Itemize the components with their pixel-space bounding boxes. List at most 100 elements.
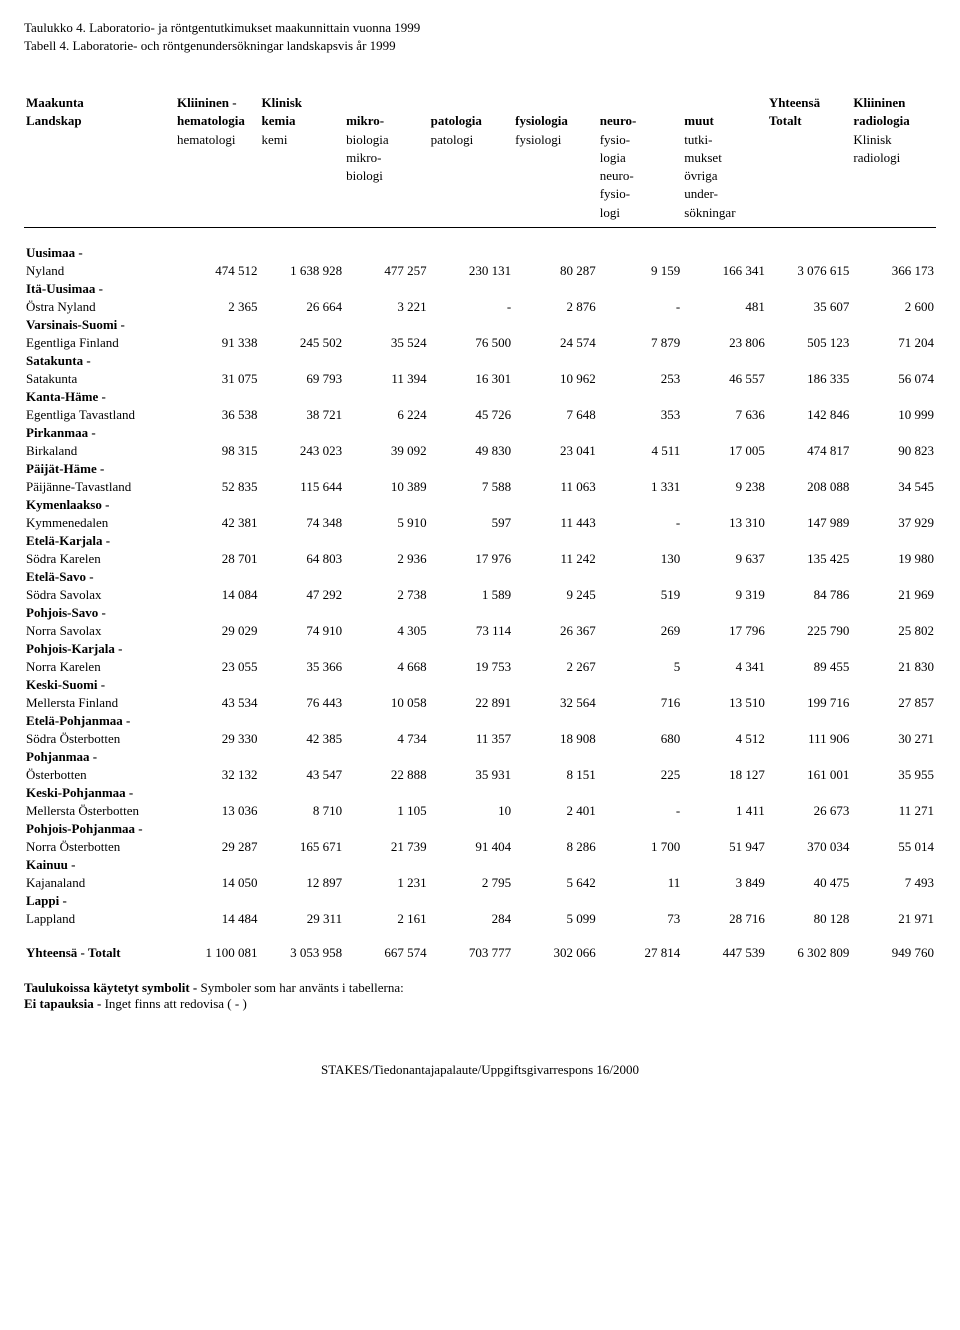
total-cell: 1 100 081: [175, 944, 260, 962]
data-cell: 4 512: [682, 730, 767, 748]
region-name: Lappland: [24, 910, 175, 928]
data-cell: 2 600: [851, 298, 936, 316]
header-cell: neuro-: [598, 167, 683, 185]
data-cell: 481: [682, 298, 767, 316]
data-cell: 76 500: [429, 334, 514, 352]
header-cell: sökningar: [682, 204, 767, 228]
region-group: Etelä-Savo -: [24, 568, 175, 586]
data-cell: 366 173: [851, 262, 936, 280]
header-cell: [513, 167, 598, 185]
region-group: Pohjois-Savo -: [24, 604, 175, 622]
table-row: Satakunta31 07569 79311 39416 30110 9622…: [24, 370, 936, 388]
region-group: Pohjanmaa -: [24, 748, 175, 766]
table-row: Österbotten32 13243 54722 88835 9318 151…: [24, 766, 936, 784]
region-name: Päijänne-Tavastland: [24, 478, 175, 496]
header-cell: logi: [598, 204, 683, 228]
data-cell: 28 701: [175, 550, 260, 568]
region-group: Pirkanmaa -: [24, 424, 175, 442]
data-cell: 1 105: [344, 802, 429, 820]
footnote-block: Taulukoissa käytetyt symbolit - Symboler…: [24, 980, 936, 1012]
region-name: Södra Österbotten: [24, 730, 175, 748]
data-cell: 18 908: [513, 730, 598, 748]
data-cell: 21 971: [851, 910, 936, 928]
table-row: Päijänne-Tavastland52 835115 64410 3897 …: [24, 478, 936, 496]
data-cell: 7 636: [682, 406, 767, 424]
region-name: Östra Nyland: [24, 298, 175, 316]
data-cell: 26 673: [767, 802, 852, 820]
data-cell: 680: [598, 730, 683, 748]
header-cell: Klinisk: [851, 131, 936, 149]
region-name: Birkaland: [24, 442, 175, 460]
total-cell: 27 814: [598, 944, 683, 962]
data-cell: 45 726: [429, 406, 514, 424]
data-cell: 10 389: [344, 478, 429, 496]
header-cell: Kliininen -: [175, 94, 260, 112]
data-cell: 52 835: [175, 478, 260, 496]
region-name: Nyland: [24, 262, 175, 280]
data-cell: 43 547: [260, 766, 345, 784]
header-cell: hematologi: [175, 131, 260, 149]
data-cell: 74 910: [260, 622, 345, 640]
header-cell: [344, 204, 429, 228]
data-cell: 477 257: [344, 262, 429, 280]
data-cell: 2 161: [344, 910, 429, 928]
data-cell: 142 846: [767, 406, 852, 424]
header-rowlabel: [24, 167, 175, 185]
table-row: Egentliga Finland91 338245 50235 52476 5…: [24, 334, 936, 352]
data-cell: 32 132: [175, 766, 260, 784]
region-name: Egentliga Finland: [24, 334, 175, 352]
region-name: Satakunta: [24, 370, 175, 388]
data-cell: -: [598, 298, 683, 316]
data-cell: 2 795: [429, 874, 514, 892]
data-cell: 3 849: [682, 874, 767, 892]
data-cell: 42 381: [175, 514, 260, 532]
data-cell: 14 084: [175, 586, 260, 604]
header-cell: [429, 167, 514, 185]
data-cell: 208 088: [767, 478, 852, 496]
header-rowlabel: [24, 204, 175, 228]
data-cell: 37 929: [851, 514, 936, 532]
header-cell: [429, 185, 514, 203]
data-cell: 17 005: [682, 442, 767, 460]
header-cell: logia: [598, 149, 683, 167]
data-cell: 161 001: [767, 766, 852, 784]
data-cell: 25 802: [851, 622, 936, 640]
region-name: Norra Karelen: [24, 658, 175, 676]
data-cell: 29 029: [175, 622, 260, 640]
data-cell: 5 099: [513, 910, 598, 928]
data-cell: 225: [598, 766, 683, 784]
header-cell: [767, 185, 852, 203]
table-row: Lappland14 48429 3112 1612845 0997328 71…: [24, 910, 936, 928]
table-subtitle: Tabell 4. Laboratorie- och röntgenunders…: [24, 38, 936, 54]
data-table: MaakuntaKliininen -KliniskYhteensäKliini…: [24, 94, 936, 962]
data-cell: 32 564: [513, 694, 598, 712]
data-cell: 19 980: [851, 550, 936, 568]
header-cell: [682, 94, 767, 112]
table-row: Egentliga Tavastland36 53838 7216 22445 …: [24, 406, 936, 424]
data-cell: 51 947: [682, 838, 767, 856]
region-name: Mellersta Finland: [24, 694, 175, 712]
total-cell: 949 760: [851, 944, 936, 962]
data-cell: 2 401: [513, 802, 598, 820]
header-cell: [344, 94, 429, 112]
header-cell: hematologia: [175, 112, 260, 130]
data-cell: 23 041: [513, 442, 598, 460]
data-cell: 21 969: [851, 586, 936, 604]
region-name: Kajanaland: [24, 874, 175, 892]
data-cell: 19 753: [429, 658, 514, 676]
data-cell: 69 793: [260, 370, 345, 388]
table-row: Mellersta Österbotten13 0368 7101 105102…: [24, 802, 936, 820]
region-group: Lappi -: [24, 892, 175, 910]
data-cell: 165 671: [260, 838, 345, 856]
data-cell: 14 484: [175, 910, 260, 928]
region-name: Kymmenedalen: [24, 514, 175, 532]
data-cell: 1 589: [429, 586, 514, 604]
header-cell: [260, 204, 345, 228]
header-cell: fysio-: [598, 131, 683, 149]
data-cell: 73: [598, 910, 683, 928]
data-cell: 5 642: [513, 874, 598, 892]
region-group: Keski-Suomi -: [24, 676, 175, 694]
data-cell: 10 058: [344, 694, 429, 712]
data-cell: 49 830: [429, 442, 514, 460]
data-cell: 24 574: [513, 334, 598, 352]
